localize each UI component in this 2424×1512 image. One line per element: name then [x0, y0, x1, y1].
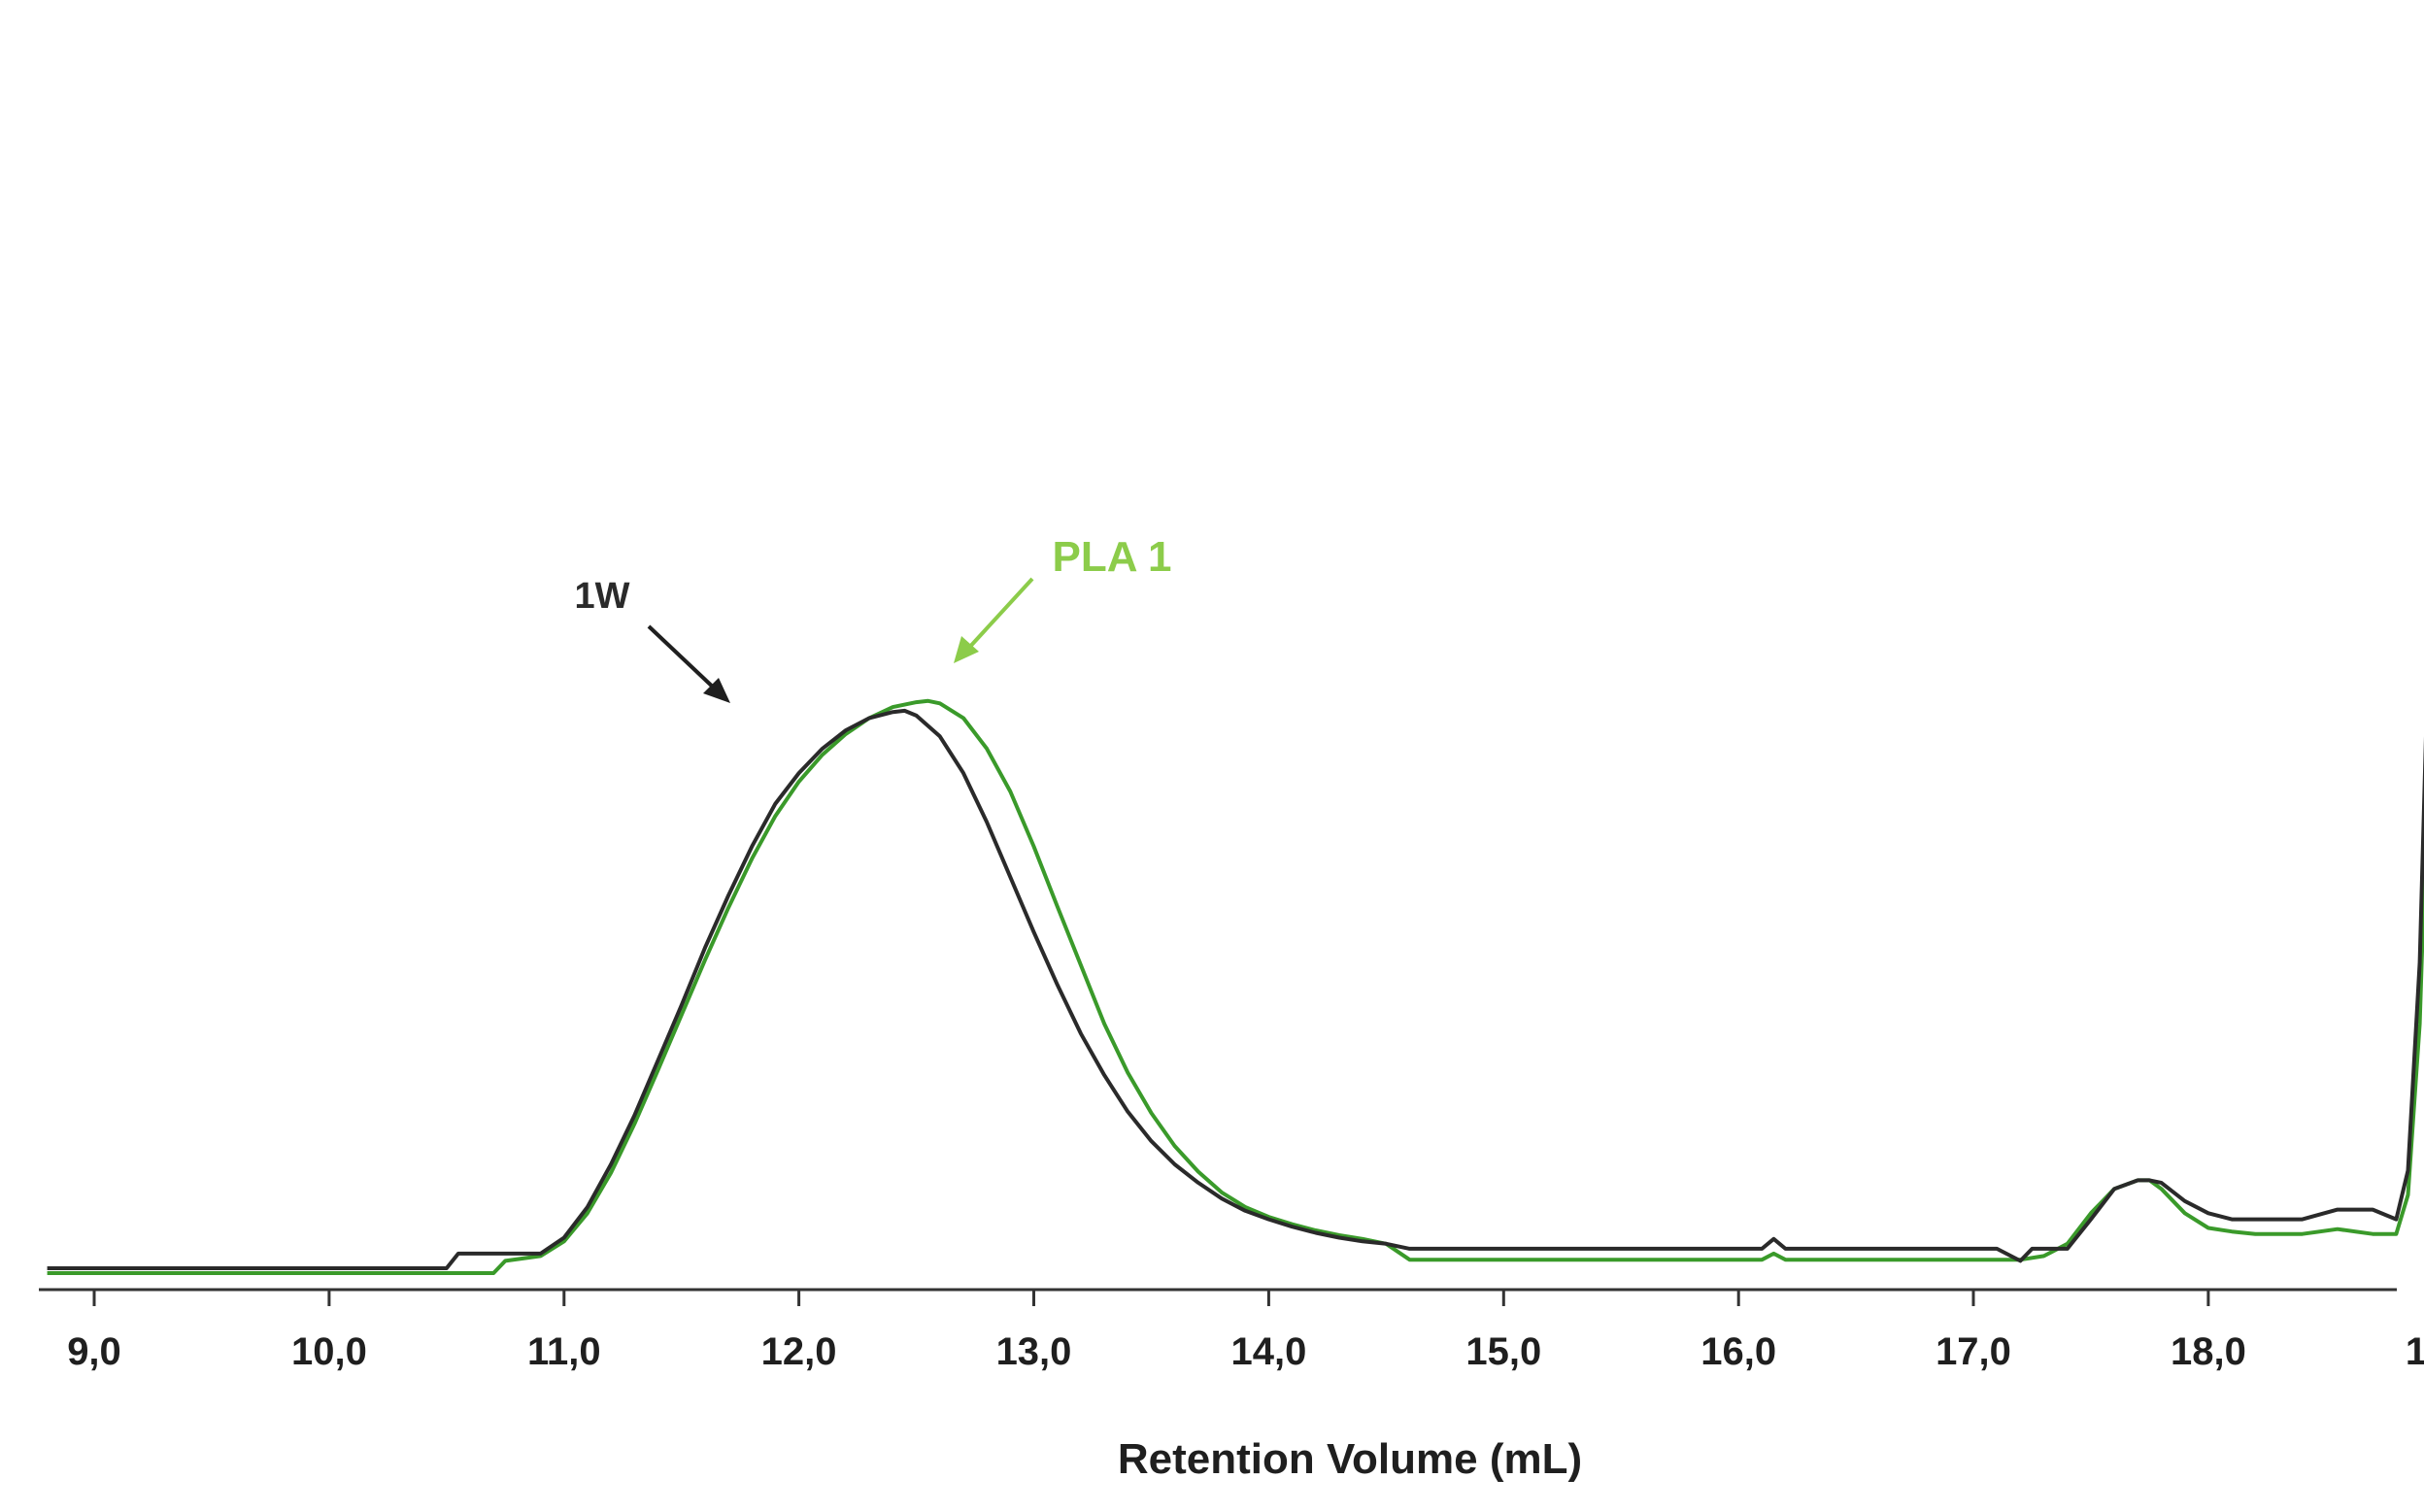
x-tick-label: 9,0: [67, 1330, 121, 1373]
annotation-pla1-arrow-shaft: [965, 577, 1034, 652]
x-tick-label: 11,0: [527, 1330, 601, 1373]
x-tick-label: 17,0: [1936, 1330, 2011, 1373]
series-layer: [47, 698, 2424, 1275]
x-tick-label: 14,0: [1230, 1330, 1306, 1373]
x-tick-label: 18,0: [2171, 1330, 2246, 1373]
annotation-1w-label: 1W: [575, 576, 630, 617]
annotation-pla1: PLA 1: [954, 533, 1172, 663]
x-tick-label: 13,0: [996, 1330, 1072, 1373]
x-tick-label: 12,0: [761, 1330, 837, 1373]
annotation-1w-arrow-head: [703, 678, 730, 703]
annotation-1w-arrow-shaft: [647, 624, 721, 694]
x-tick-label: 15,0: [1465, 1330, 1541, 1373]
annotation-pla1-label: PLA 1: [1052, 533, 1171, 581]
annotation-pla1-arrow-head: [954, 636, 979, 663]
x-tick-label: 16,0: [1700, 1330, 1776, 1373]
annotation-1w: 1W: [575, 576, 730, 703]
x-tick-label: 10,0: [291, 1330, 367, 1373]
series-line-1w: [47, 708, 2424, 1270]
x-axis-ticks: 9,0 10,0 11,0 12,0 13,0 14,0 15,0 16,0 17,0 18,0 1…: [67, 1290, 2424, 1373]
x-tick-label: 19,0: [2406, 1330, 2424, 1373]
x-axis-title: Retention Volume (mL): [1118, 1435, 1582, 1483]
series-line-pla-1: [47, 698, 2424, 1275]
x-axis: 9,0 10,0 11,0 12,0 13,0 14,0 15,0 16,0 17,0 18,0 1…: [39, 1288, 2424, 1373]
